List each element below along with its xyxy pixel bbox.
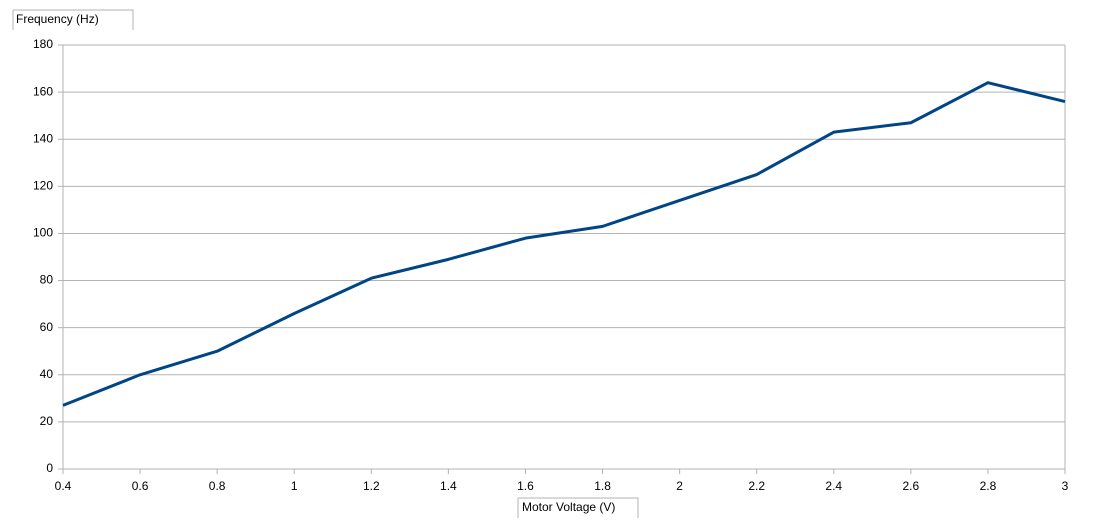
y-tick-label: 180 (33, 37, 53, 51)
y-tick-label: 60 (40, 320, 54, 334)
y-label-box (12, 9, 134, 30)
y-tick-label: 0 (46, 461, 53, 475)
x-label-box (517, 497, 639, 518)
x-tick-label: 0.4 (55, 479, 72, 493)
x-tick-label: 1.4 (440, 479, 457, 493)
x-tick-label: 2 (676, 479, 683, 493)
y-axis-label: Frequency (Hz) (16, 12, 99, 26)
x-tick-label: 2.8 (980, 479, 997, 493)
x-tick-label: 0.8 (209, 479, 226, 493)
y-tick-label: 80 (40, 273, 54, 287)
y-tick-label: 20 (40, 414, 54, 428)
x-tick-label: 1.2 (363, 479, 380, 493)
y-tick-label: 140 (33, 131, 53, 145)
y-tick-label: 40 (40, 367, 54, 381)
x-tick-label: 2.2 (748, 479, 765, 493)
x-tick-label: 1.8 (594, 479, 611, 493)
data-line (62, 81, 1066, 407)
x-tick-label: 2.4 (825, 479, 842, 493)
y-tick-label: 120 (33, 179, 53, 193)
x-tick-label: 2.6 (903, 479, 920, 493)
x-tick-label: 1.6 (517, 479, 534, 493)
x-tick-label: 3 (1062, 479, 1069, 493)
x-tick-label: 1 (291, 479, 298, 493)
x-axis-label: Motor Voltage (V) (522, 500, 615, 514)
x-tick-label: 0.6 (132, 479, 149, 493)
y-tick-label: 160 (33, 84, 53, 98)
y-tick-label: 100 (33, 226, 53, 240)
